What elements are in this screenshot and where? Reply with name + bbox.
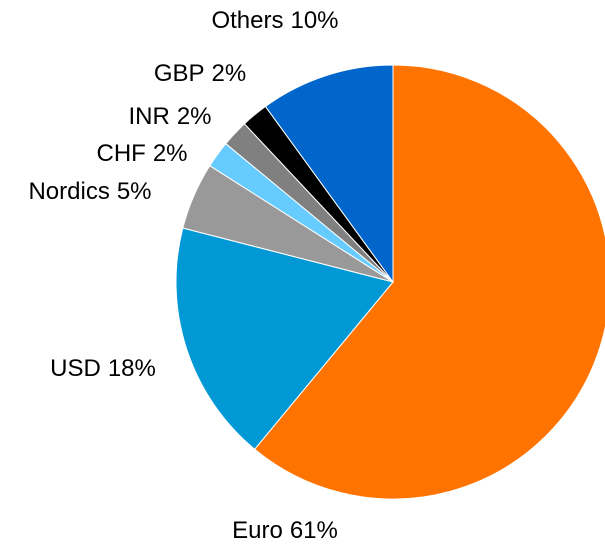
slice-category: USD xyxy=(50,355,101,382)
pie-slice xyxy=(175,227,394,450)
slice-value-label: 61% xyxy=(290,517,338,544)
slice-value-label: 2% xyxy=(212,60,247,87)
slice-value-label: 5% xyxy=(117,178,152,205)
slice-category: Euro xyxy=(232,517,283,544)
slice-label: USD 18% xyxy=(50,355,156,382)
slice-value-label: 10% xyxy=(290,7,338,34)
pie-slice xyxy=(253,64,605,500)
slice-category: Others xyxy=(211,7,283,34)
slice-label: Others 10% xyxy=(211,7,338,34)
slice-category: CHF xyxy=(96,140,145,167)
slice-label: GBP 2% xyxy=(154,60,246,87)
slice-value-label: 18% xyxy=(108,355,156,382)
slice-label: Nordics 5% xyxy=(28,178,151,205)
slice-label: CHF 2% xyxy=(96,140,187,167)
slice-label: INR 2% xyxy=(128,103,211,130)
slice-value-label: 2% xyxy=(153,140,188,167)
slice-category: INR xyxy=(128,103,169,130)
slice-label: Euro 61% xyxy=(232,517,338,544)
slice-category: Nordics xyxy=(28,178,109,205)
slice-category: GBP xyxy=(154,60,205,87)
slice-value-label: 2% xyxy=(177,103,212,130)
pie-slice xyxy=(264,64,394,284)
